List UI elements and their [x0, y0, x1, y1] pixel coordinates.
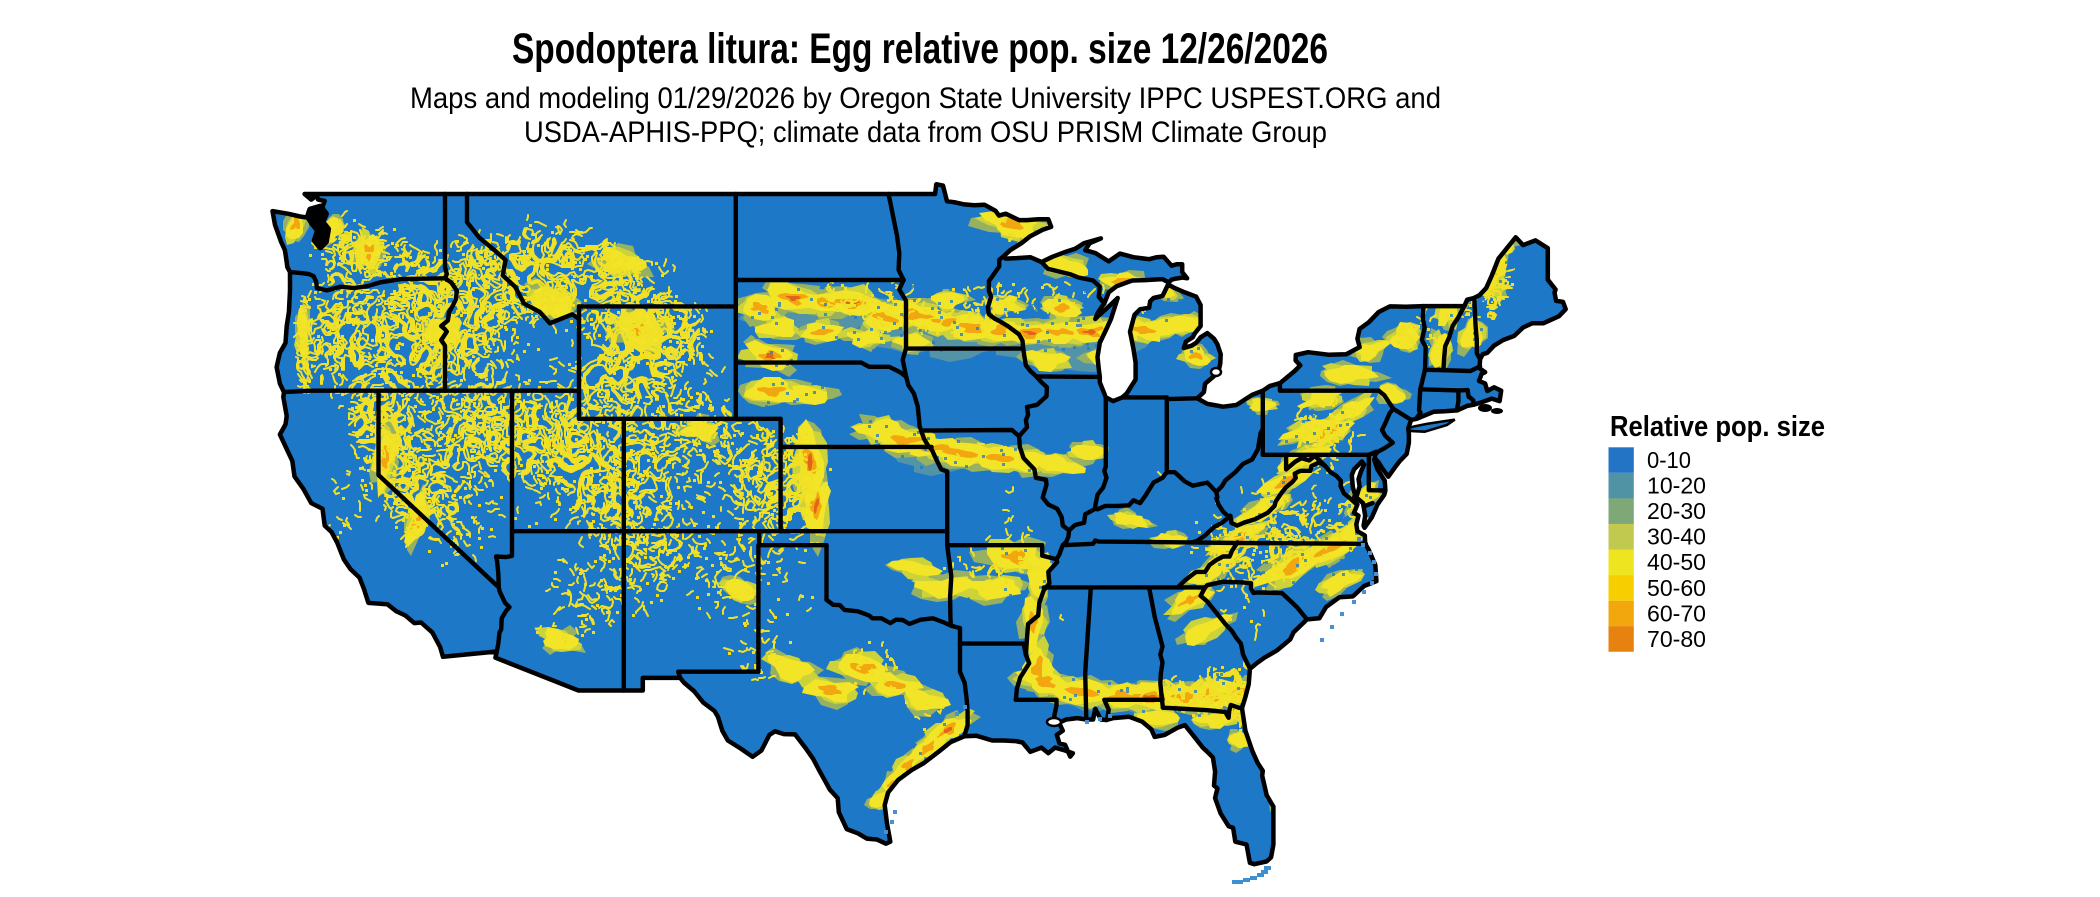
svg-text:USDA-APHIS-PPQ; climate data f: USDA-APHIS-PPQ; climate data from OSU PR…	[524, 116, 1327, 149]
svg-text:10-20: 10-20	[1647, 473, 1706, 499]
svg-text:60-70: 60-70	[1647, 600, 1706, 626]
svg-text:Relative pop. size: Relative pop. size	[1610, 411, 1825, 443]
svg-text:0-10: 0-10	[1647, 447, 1691, 473]
svg-text:30-40: 30-40	[1647, 524, 1706, 550]
svg-text:Spodoptera litura: Egg relativ: Spodoptera litura: Egg relative pop. siz…	[512, 25, 1328, 73]
svg-text:40-50: 40-50	[1647, 549, 1706, 575]
svg-text:70-80: 70-80	[1647, 626, 1706, 652]
svg-text:20-30: 20-30	[1647, 498, 1706, 524]
svg-text:50-60: 50-60	[1647, 575, 1706, 601]
svg-text:Maps and modeling 01/29/2026 b: Maps and modeling 01/29/2026 by Oregon S…	[410, 82, 1441, 115]
